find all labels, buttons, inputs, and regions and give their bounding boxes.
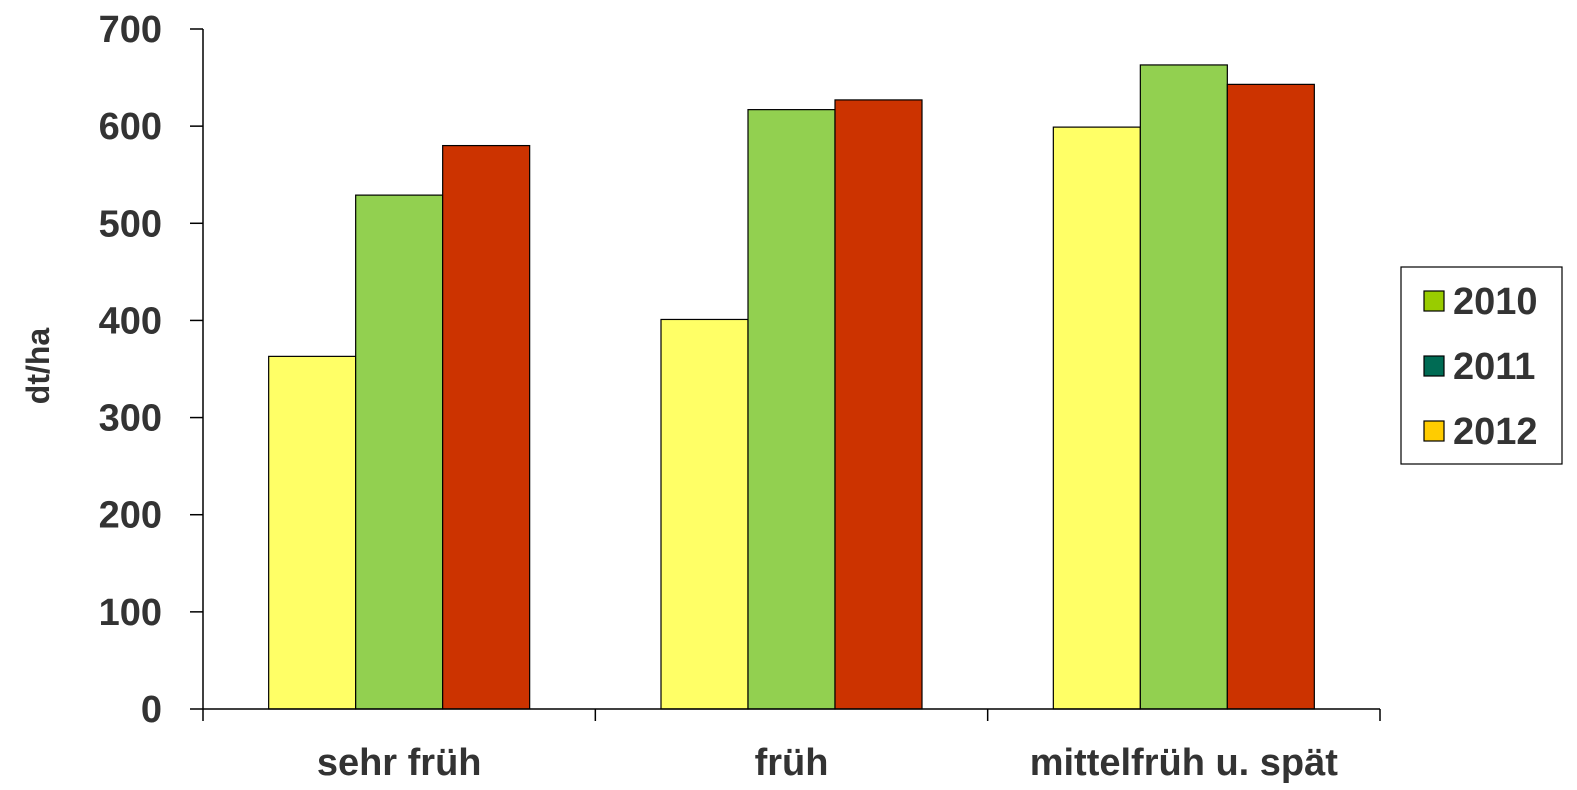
- y-tick-label: 400: [99, 300, 162, 342]
- bar-2012-0: [442, 144, 531, 710]
- bar-2012-1: [834, 99, 923, 710]
- legend-label: 2011: [1453, 346, 1535, 388]
- x-categories-group: sehr früh früh mittelfrüh u. spät: [202, 709, 1381, 784]
- bar-2011-1: [747, 109, 836, 710]
- x-category-label: sehr früh: [317, 742, 482, 784]
- bar-2011-2: [1139, 64, 1228, 710]
- bar-2010-2: [1052, 126, 1141, 710]
- y-tick-label: 600: [99, 106, 162, 148]
- y-tick-label: 200: [99, 495, 162, 537]
- bar-2012-2: [1226, 83, 1315, 710]
- legend-label: 2012: [1453, 411, 1538, 453]
- bar-2010-1: [660, 318, 749, 710]
- y-tick-label: 0: [141, 689, 162, 731]
- legend-swatch: [1423, 290, 1445, 312]
- y-tick-label: 500: [99, 203, 162, 245]
- y-axis-title: dt/ha: [20, 328, 56, 405]
- bar-2010-0: [268, 355, 357, 710]
- y-tick-label: 100: [99, 592, 162, 634]
- legend-swatch: [1423, 355, 1445, 377]
- legend: 2010 2011 2012: [1400, 266, 1563, 465]
- legend-swatch: [1423, 420, 1445, 442]
- bars-group: [268, 64, 1315, 710]
- x-category-label: mittelfrüh u. spät: [1030, 742, 1339, 784]
- bar-2011-0: [355, 194, 444, 710]
- y-tick-label: 300: [99, 398, 162, 440]
- y-ticks-group: 0 100 200 300 400 500 600 700: [99, 9, 203, 731]
- axes-group: [202, 29, 1380, 710]
- x-category-label: früh: [755, 742, 829, 784]
- y-tick-label: 700: [99, 9, 162, 51]
- legend-label: 2010: [1453, 281, 1538, 323]
